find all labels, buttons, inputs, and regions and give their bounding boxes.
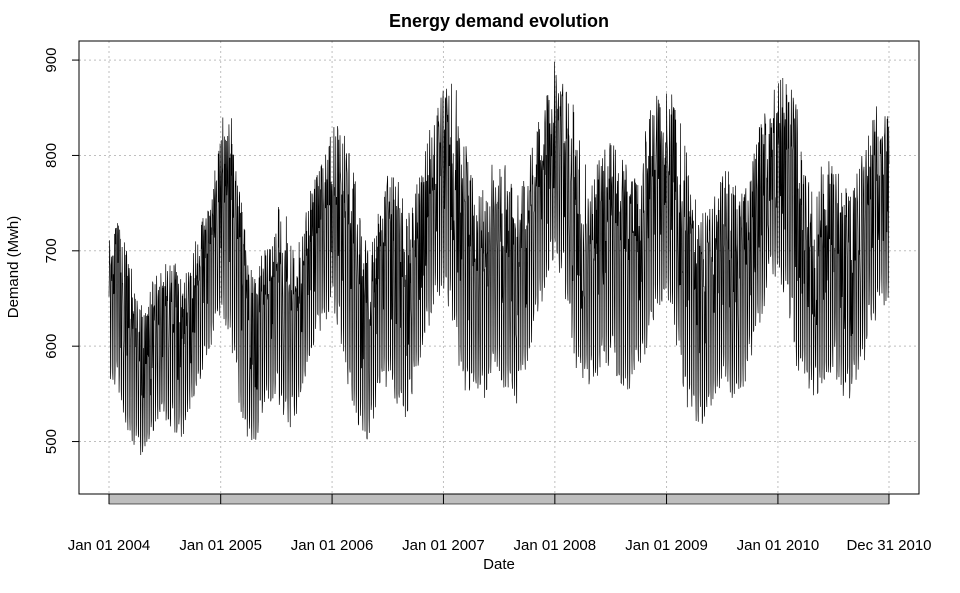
x-tick-label: Jan 01 2005 xyxy=(179,537,262,554)
axis-band xyxy=(108,493,890,505)
y-axis-label: Demand (Mwh) xyxy=(5,216,22,319)
series-line-demand xyxy=(108,61,890,455)
y-tick-label: 700 xyxy=(43,238,60,263)
y-tick-label: 800 xyxy=(43,143,60,168)
chart-title: Energy demand evolution xyxy=(389,11,609,31)
y-tick-label: 500 xyxy=(43,429,60,454)
x-tick-label: Jan 01 2008 xyxy=(514,537,597,554)
date-axis-band xyxy=(108,493,890,505)
x-tick-label: Jan 01 2004 xyxy=(68,537,151,554)
y-tick-label: 600 xyxy=(43,334,60,359)
x-tick-label: Jan 01 2009 xyxy=(625,537,708,554)
x-tick-label: Jan 01 2010 xyxy=(737,537,820,554)
x-tick-label: Jan 01 2007 xyxy=(402,537,485,554)
series-demand xyxy=(108,61,890,455)
x-axis-label: Date xyxy=(483,556,515,573)
y-axis: 500 600 700 800 900 xyxy=(43,48,79,454)
x-tick-label: Dec 31 2010 xyxy=(846,537,931,554)
x-tick-label: Jan 01 2006 xyxy=(291,537,374,554)
x-axis: Jan 01 2004 Jan 01 2005 Jan 01 2006 Jan 01 … xyxy=(68,494,932,554)
plot-frame xyxy=(78,40,920,495)
y-tick-label: 900 xyxy=(43,48,60,73)
